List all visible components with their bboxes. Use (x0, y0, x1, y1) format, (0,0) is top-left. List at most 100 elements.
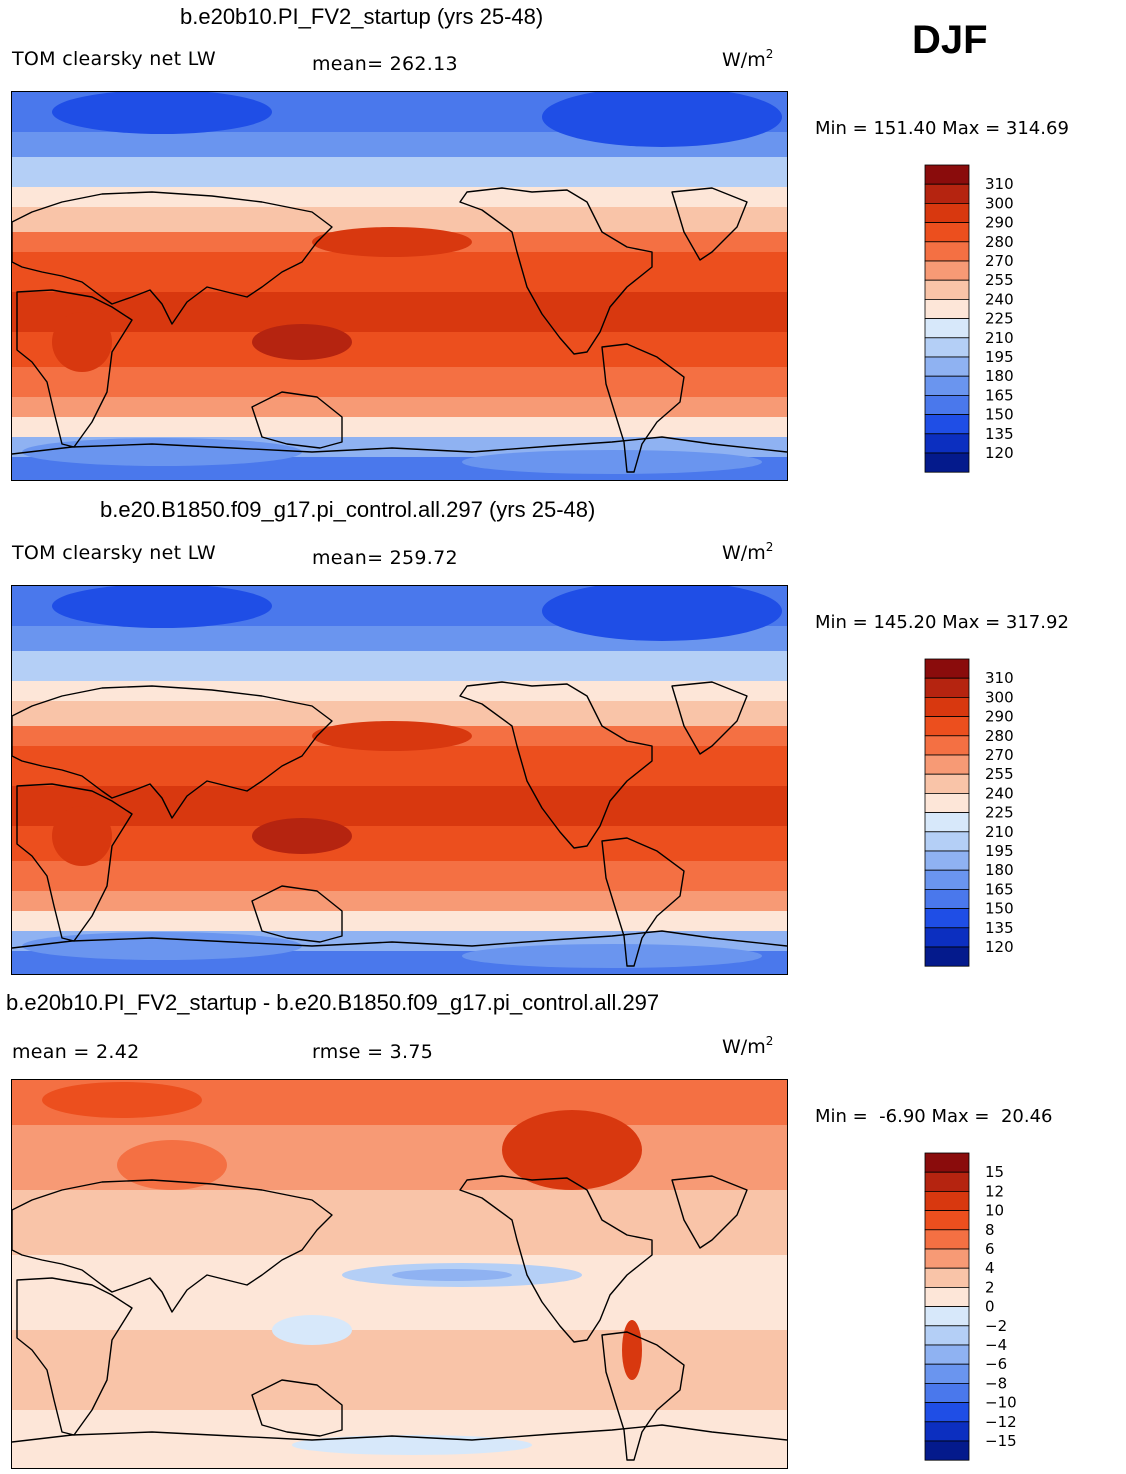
panel-2-colorbar-label: 120 (985, 938, 1014, 956)
panel-1-colorbar-label: 150 (985, 406, 1014, 424)
panel-1-colorbar-box (924, 183, 970, 204)
panel-2-colorbar-box (924, 946, 970, 967)
panel-2-colorbar-box (924, 754, 970, 775)
panel-2-units: W/m2 (722, 540, 774, 564)
coastline (16, 289, 133, 448)
coastline (601, 837, 685, 967)
panel-2-mean-label: mean= 259.72 (312, 547, 458, 569)
coastline (459, 187, 653, 355)
panel-3-colorbar-box (924, 1344, 970, 1365)
panel-3-warm-core (42, 1082, 202, 1118)
panel-3-colorbar-box (924, 1363, 970, 1384)
panel-1-colorbar-box (924, 414, 970, 435)
panel-2-title: b.e20.B1850.f09_g17.pi_control.all.297 (… (100, 497, 596, 522)
panel-2-cold-core (52, 586, 272, 628)
panel-1-colorbar-box (924, 164, 970, 185)
panel-1-band (12, 417, 787, 437)
panel-3-colorbar-label: 4 (985, 1259, 995, 1277)
panel-1-colorbar-label: 180 (985, 367, 1014, 385)
panel-2-warm-core (312, 721, 472, 751)
panel-2-colorbar-label: 280 (985, 727, 1014, 745)
panel-3-colorbar-label: −4 (985, 1336, 1007, 1354)
panel-1-colorbar-box (924, 337, 970, 358)
coastline (601, 1331, 685, 1461)
panel-2-colorbar-label: 180 (985, 861, 1014, 879)
coastline (12, 930, 787, 949)
panel-1-colorbar: 310 300 290 280 270 255 240 225 210 195 180 165 150 1… (924, 164, 1044, 476)
panel-3-cool-core (272, 1315, 352, 1345)
panel-2-band (12, 891, 787, 911)
panel-1-band (12, 367, 787, 397)
panel-2-band (12, 826, 787, 861)
panel-3-colorbar-box (924, 1382, 970, 1403)
panel-2-band (12, 651, 787, 681)
panel-3-title: b.e20b10.PI_FV2_startup - b.e20.B1850.f0… (6, 990, 660, 1015)
panel-1-field (12, 92, 787, 480)
panel-3-colorbar-label: −6 (985, 1355, 1007, 1373)
panel-3-colorbar-label: 0 (985, 1298, 995, 1316)
panel-1-colorbar-box (924, 394, 970, 415)
coastline (12, 1179, 333, 1313)
panel-1-warm-core (252, 324, 352, 360)
panel-1-cold-core (542, 92, 782, 147)
panel-2-colorbar-label: 225 (985, 804, 1014, 822)
panel-2-cold-core (22, 932, 302, 960)
panel-3-colorbar-box (924, 1171, 970, 1192)
panel-2-colorbar-label: 270 (985, 746, 1014, 764)
coastline (459, 681, 653, 849)
coastline (12, 1424, 787, 1443)
panel-2-band (12, 746, 787, 786)
panel-2-colorbar-box (924, 888, 970, 909)
panel-1-colorbar-label: 195 (985, 348, 1014, 366)
panel-1-warm-core (312, 227, 472, 257)
panel-2-colorbar-box (924, 812, 970, 833)
panel-1-map (11, 91, 788, 481)
panel-1-colorbar-label: 240 (985, 290, 1014, 308)
panel-3-band (12, 1290, 787, 1330)
panel-2-colorbar-box (924, 831, 970, 852)
panel-2-warm-core (252, 818, 352, 854)
panel-3-warm-core (117, 1140, 227, 1190)
panel-3-colorbar-box (924, 1421, 970, 1442)
panel-3-colorbar-box (924, 1191, 970, 1212)
panel-3-colorbar-box (924, 1440, 970, 1461)
coastline (16, 1277, 133, 1436)
panel-3-rmse-label: rmse = 3.75 (312, 1041, 434, 1063)
panel-3-colorbar-label: −10 (985, 1394, 1017, 1412)
panel-2-colorbar-box (924, 850, 970, 871)
panel-1-band (12, 252, 787, 292)
panel-1-minmax: Min = 151.40 Max = 314.69 (815, 118, 1069, 139)
panel-1-band (12, 292, 787, 332)
panel-1-colorbar-box (924, 203, 970, 224)
panel-2-colorbar-box (924, 927, 970, 948)
panel-1-colorbar-label: 300 (985, 194, 1014, 212)
panel-2-colorbar-box (924, 792, 970, 813)
panel-1-colorbar-label: 290 (985, 214, 1014, 232)
panel-3-colorbar-label: 6 (985, 1240, 995, 1258)
panel-2-colorbar-label: 165 (985, 880, 1014, 898)
panel-1-colorbar-box (924, 298, 970, 319)
panel-3-warm-core (502, 1110, 642, 1190)
coastline (601, 343, 685, 473)
panel-2-band (12, 786, 787, 826)
panel-2-variable-label: TOM clearsky net LW (12, 542, 216, 564)
panel-1-cold-core (22, 438, 302, 466)
panel-1-colorbar-box (924, 433, 970, 454)
panel-3-colorbar-label: 10 (985, 1202, 1004, 1220)
panel-2-colorbar-label: 210 (985, 823, 1014, 841)
panel-2-cold-core (462, 944, 762, 968)
panel-3-colorbar-box (924, 1152, 970, 1173)
panel-1-units: W/m2 (722, 47, 774, 71)
panel-3-colorbar-label: −8 (985, 1374, 1007, 1392)
panel-2-colorbar: 310 300 290 280 270 255 240 225 210 195 180 165 150 1… (924, 658, 1044, 970)
panel-3-colorbar-box (924, 1248, 970, 1269)
panel-3-colorbar-label: −2 (985, 1317, 1007, 1335)
panel-2-colorbar-box (924, 735, 970, 756)
panel-1-colorbar-label: 270 (985, 252, 1014, 270)
coastline (16, 783, 133, 942)
panel-2-cold-core (542, 586, 782, 641)
panel-3-colorbar-box (924, 1267, 970, 1288)
panel-2-colorbar-label: 240 (985, 784, 1014, 802)
panel-2-field (12, 586, 787, 974)
panel-1-colorbar-box (924, 375, 970, 396)
